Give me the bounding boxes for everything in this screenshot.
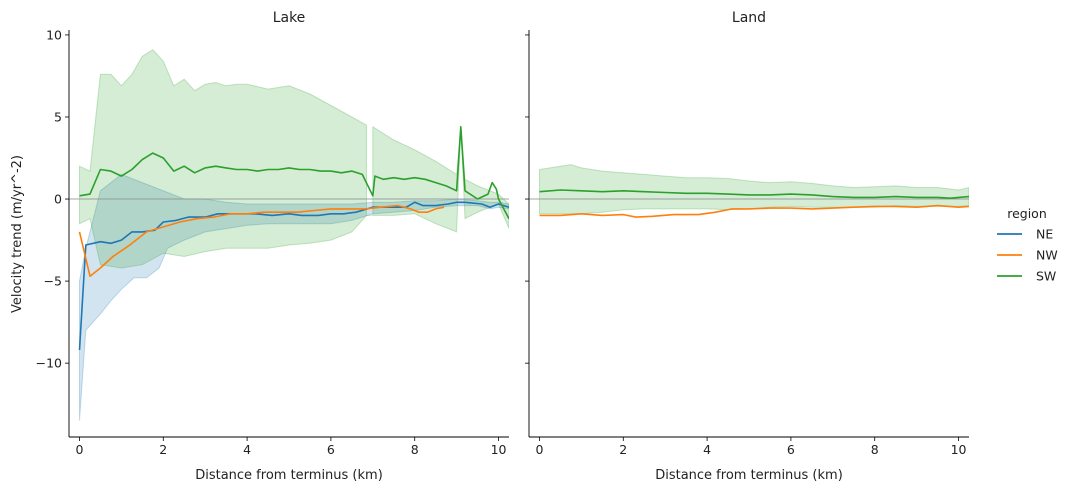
series-line-nw [539,204,969,218]
confidence-band-sw [79,49,509,269]
x-tick-label: 10 [951,442,967,457]
panel-title-land: Land [732,10,766,26]
confidence-band-ne [79,173,509,421]
panel-land: Land 0 2 4 6 8 10 [525,10,969,457]
legend-title: region [1007,206,1047,221]
legend-label-ne: NE [1036,227,1053,242]
x-tick-label: 8 [871,442,879,457]
x-tick-label: 0 [535,442,543,457]
y-axis-label: Velocity trend (m/yr^-2) [10,155,25,313]
series-line-nw [78,204,445,278]
x-axis-label-lake: Distance from terminus (km) [195,468,383,483]
y-tick-label: 0 [54,192,62,207]
x-tick-label: 2 [619,442,627,457]
series-line-sw [79,126,509,220]
x-axis-label-land: Distance from terminus (km) [655,468,843,483]
series-line-ne [78,201,509,351]
x-tick-label: 4 [703,442,711,457]
x-tick-label: 8 [411,442,419,457]
x-tick-label: 0 [75,442,83,457]
y-tick-label: 5 [54,109,62,124]
y-tick-label: −10 [36,356,62,371]
x-tick-label: 6 [327,442,335,457]
confidence-band-sw [539,164,969,215]
y-tick-label: 10 [46,27,62,42]
panel-title-lake: Lake [273,10,306,26]
plot-area-lake [69,49,509,421]
legend-label-nw: NW [1036,248,1058,263]
legend-label-sw: SW [1036,269,1056,284]
x-tick-label: 2 [159,442,167,457]
series-line-sw [539,189,969,199]
x-tick-label: 4 [243,442,251,457]
plot-area-land [529,164,969,218]
x-tick-label: 10 [491,442,507,457]
x-tick-label: 6 [787,442,795,457]
panel-lake: Lake 0 2 4 6 8 10 10 5 0 −5 −10 [36,10,509,457]
legend: region NE NW SW [997,206,1058,284]
y-tick-label: −5 [44,274,62,289]
